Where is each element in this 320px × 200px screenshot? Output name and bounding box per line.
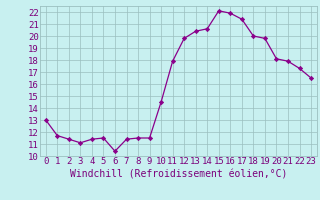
- X-axis label: Windchill (Refroidissement éolien,°C): Windchill (Refroidissement éolien,°C): [70, 169, 287, 179]
